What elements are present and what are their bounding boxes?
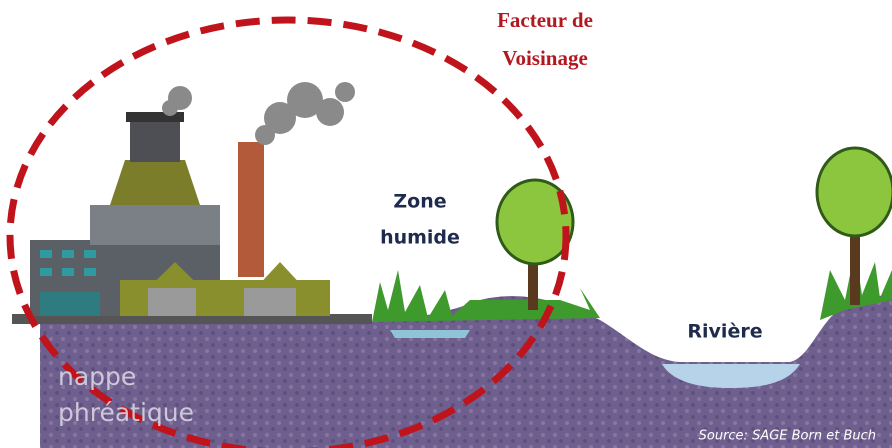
grass — [372, 270, 600, 322]
label: humide — [380, 227, 460, 249]
tree — [817, 148, 892, 236]
label: Rivière — [687, 321, 762, 343]
annotation: Voisinage — [502, 46, 588, 70]
label: Zone — [393, 191, 446, 213]
label: nappe — [58, 362, 136, 391]
source: Source: SAGE Born et Buch — [699, 429, 876, 444]
annotation: Facteur de — [497, 8, 593, 32]
illustration: Facteur de Voisinage Zone humide Rivière… — [0, 0, 892, 448]
wetland-water — [390, 330, 470, 338]
factory — [12, 82, 372, 324]
label: phréatique — [58, 398, 194, 427]
